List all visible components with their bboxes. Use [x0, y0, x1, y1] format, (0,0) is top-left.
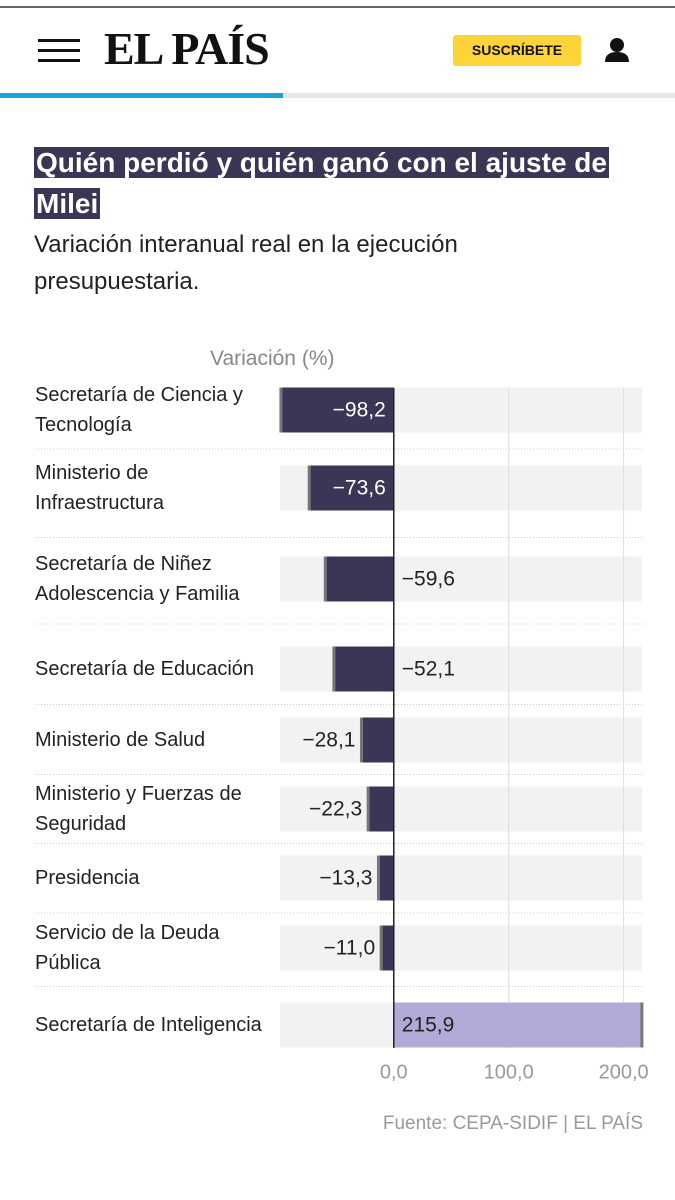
- bar: [381, 925, 394, 971]
- logo[interactable]: EL PAÍS: [104, 23, 270, 74]
- source: Fuente: CEPA-SIDIF | EL PAÍS: [382, 1113, 643, 1134]
- x-tick-label: 200,0: [599, 1061, 649, 1083]
- subscribe-button[interactable]: SUSCRÍBETE: [453, 35, 581, 66]
- value-label: −98,2: [333, 399, 386, 422]
- value-label: −73,6: [333, 477, 386, 500]
- row-background: [280, 855, 642, 901]
- category-label: Servicio de la Deuda Pública: [35, 922, 220, 974]
- bar-cap: [307, 465, 311, 511]
- menu-icon[interactable]: [38, 39, 80, 62]
- category-label: Secretaría de Educación: [35, 658, 255, 680]
- value-label: −22,3: [309, 798, 362, 821]
- chart-title: Quién perdió y quién ganó con el ajuste …: [34, 147, 609, 219]
- bar-cap: [376, 855, 380, 901]
- value-label: −28,1: [302, 729, 355, 752]
- bar: [378, 855, 394, 901]
- bar-cap: [323, 556, 327, 602]
- bar-cap: [640, 1002, 644, 1048]
- row-background: [280, 925, 642, 971]
- row-background: [280, 717, 642, 763]
- category-label: Secretaría de Niñez Adolescencia y Famil…: [35, 553, 240, 605]
- bar-cap: [359, 717, 363, 763]
- bar: [368, 786, 394, 832]
- bar: [393, 1002, 642, 1048]
- value-label: −59,6: [402, 568, 455, 591]
- value-label: 215,9: [402, 1014, 455, 1037]
- bar-cap: [279, 387, 283, 433]
- bar-cap: [379, 925, 383, 971]
- bar-cap: [366, 786, 370, 832]
- category-label: Ministerio y Fuerzas de Seguridad: [35, 783, 242, 835]
- value-label: −13,3: [319, 867, 372, 890]
- x-tick-label: 0,0: [380, 1061, 408, 1083]
- bar: [325, 556, 394, 602]
- progress-track: [0, 93, 675, 98]
- category-label: Ministerio de Salud: [35, 729, 206, 751]
- bar-cap: [332, 646, 336, 692]
- category-label: Secretaría de Inteligencia: [35, 1014, 262, 1036]
- bar: [333, 646, 394, 692]
- value-label: −52,1: [402, 658, 455, 681]
- bar: [280, 387, 394, 433]
- value-label: −11,0: [324, 937, 376, 960]
- user-icon[interactable]: [605, 38, 629, 62]
- bar: [309, 465, 394, 511]
- progress-bar: [0, 93, 283, 98]
- chart-subtitle: Variación interanual real en la ejecució…: [34, 231, 458, 295]
- category-label: Presidencia: [35, 867, 140, 889]
- category-label: Ministerio de Infraestructura: [35, 462, 164, 514]
- category-label: Secretaría de Ciencia y Tecnología: [35, 384, 243, 436]
- row-background: [280, 786, 642, 832]
- axis-label: Variación (%): [210, 347, 335, 370]
- title-box: Quién perdió y quién ganó con el ajuste …: [34, 142, 634, 224]
- x-tick-label: 100,0: [484, 1061, 534, 1083]
- bar: [361, 717, 394, 763]
